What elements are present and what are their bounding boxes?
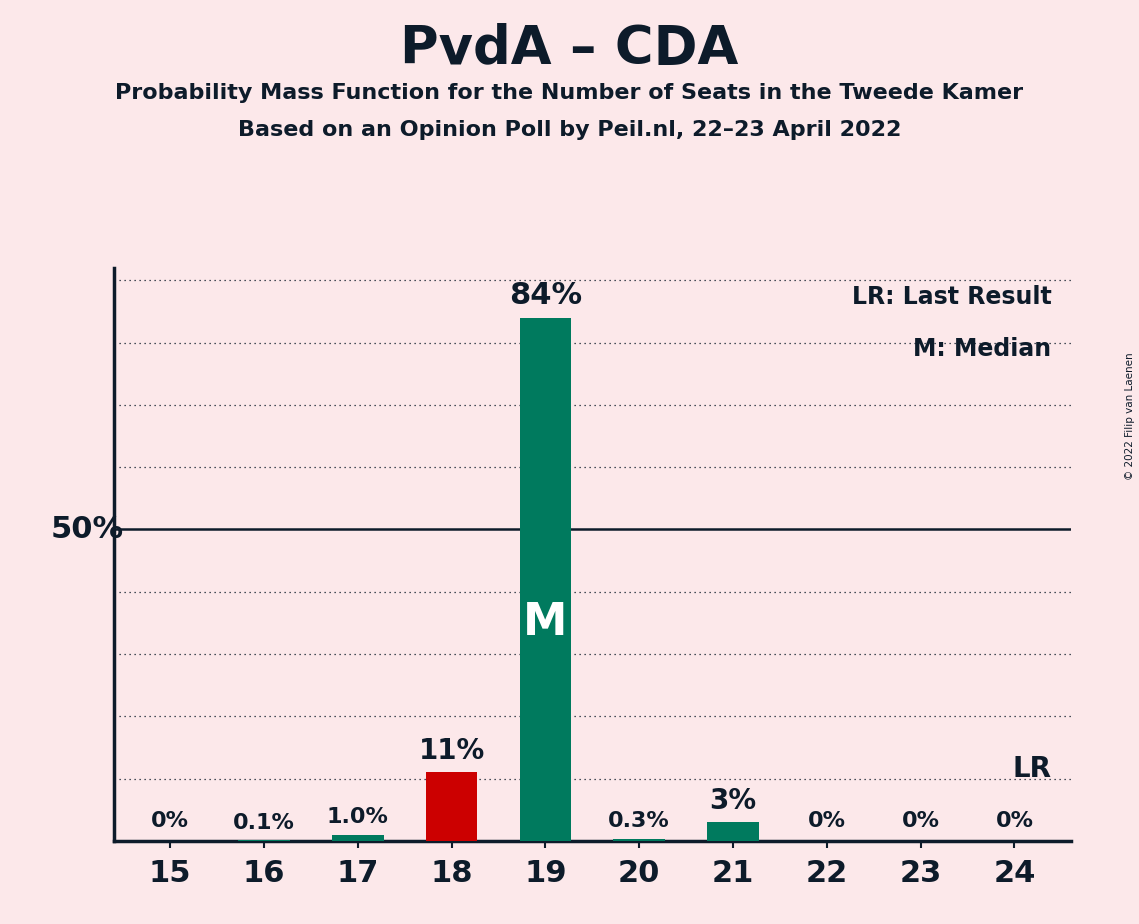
Text: © 2022 Filip van Laenen: © 2022 Filip van Laenen [1125,352,1134,480]
Bar [707,822,759,841]
Text: 50%: 50% [50,515,123,544]
Text: 3%: 3% [710,786,756,815]
Text: 0.3%: 0.3% [608,811,670,832]
Text: 0%: 0% [902,811,940,832]
Text: PvdA – CDA: PvdA – CDA [400,23,739,75]
Text: LR: LR [1013,755,1051,784]
Text: 1.0%: 1.0% [327,808,388,827]
Bar [614,839,665,841]
Text: Based on an Opinion Poll by Peil.nl, 22–23 April 2022: Based on an Opinion Poll by Peil.nl, 22–… [238,120,901,140]
Text: M: M [523,602,567,644]
Text: LR: Last Result: LR: Last Result [852,286,1051,310]
Text: M: Median: M: Median [913,336,1051,360]
Text: 11%: 11% [418,736,485,765]
Bar [331,834,384,841]
Text: Probability Mass Function for the Number of Seats in the Tweede Kamer: Probability Mass Function for the Number… [115,83,1024,103]
Bar [519,318,571,841]
Bar [426,772,477,841]
Text: 0%: 0% [995,811,1033,832]
Text: 0%: 0% [808,811,846,832]
Text: 0%: 0% [151,811,189,832]
Text: 84%: 84% [509,281,582,310]
Text: 0.1%: 0.1% [233,813,295,833]
